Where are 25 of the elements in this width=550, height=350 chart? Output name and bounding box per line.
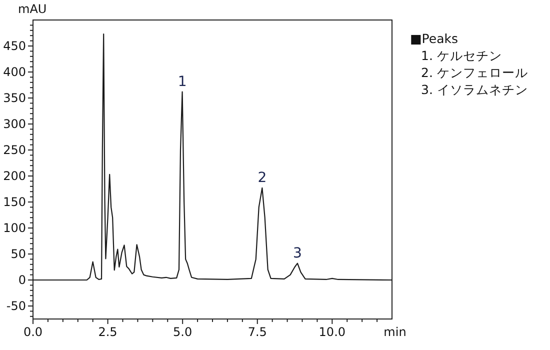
y-tick-label: 0 — [18, 273, 26, 287]
text: 1. ケルセチン — [421, 48, 502, 63]
x-tick-label: 5.0 — [173, 325, 192, 339]
y-tick-label: 100 — [3, 221, 26, 235]
y-tick-label: 400 — [3, 65, 26, 79]
text: ■Peaks — [410, 31, 458, 46]
x-tick-label: 0.0 — [23, 325, 43, 339]
y-tick-label: 150 — [3, 195, 26, 209]
y-tick-label: 450 — [3, 39, 26, 53]
x-tick-label: 10.0 — [318, 325, 346, 339]
y-axis-title: mAU — [18, 2, 47, 16]
y-tick-label: 300 — [3, 117, 26, 131]
annotation: 1 — [178, 74, 187, 90]
x-tick-label: 2.5 — [98, 325, 118, 339]
x-axis-title: min — [384, 325, 406, 339]
y-tick-label: 350 — [3, 91, 26, 105]
text: 3. イソラムネチン — [421, 82, 528, 97]
annotation: 3 — [293, 245, 302, 262]
y-tick-label: -50 — [6, 299, 26, 313]
x-tick-label: 7.5 — [248, 325, 267, 339]
annotation: 2 — [258, 170, 267, 186]
y-tick-label: 200 — [3, 169, 26, 183]
y-tick-label: 50 — [10, 247, 26, 261]
y-tick-label: 250 — [3, 143, 26, 157]
text: 2. ケンフェロール — [421, 65, 528, 80]
